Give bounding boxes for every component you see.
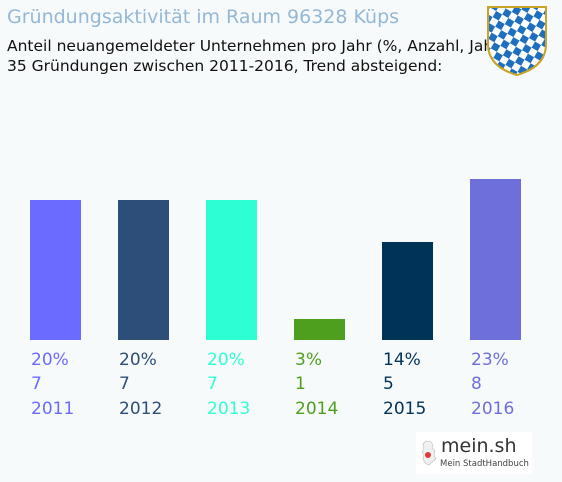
percent-label-2015: 14% [383,350,421,370]
chart-subtitle-line-2: 35 Gründungen zwischen 2011-2016, Trend … [7,57,443,75]
logo-tagline: Mein StadtHandbuch [440,459,529,469]
chart-subtitle-line-1: Anteil neuangemeldeter Unternehmen pro J… [7,37,506,55]
year-label-2013: 2013 [207,399,250,419]
bar-2013 [206,200,257,340]
year-label-2014: 2014 [295,399,338,419]
count-label-2012: 7 [119,374,130,394]
year-label-2016: 2016 [471,399,514,419]
count-label-2013: 7 [207,374,218,394]
mein-sh-logo[interactable]: mein.sh Mein StadtHandbuch [416,432,532,474]
count-label-2015: 5 [383,374,394,394]
bar-2011 [30,200,81,340]
bar-2015 [382,242,433,340]
count-label-2011: 7 [31,374,42,394]
year-label-2015: 2015 [383,399,426,419]
percent-label-2011: 20% [31,350,69,370]
page-title: Gründungsaktivität im Raum 96328 Küps [7,6,400,28]
logo-name: mein.sh [441,435,517,457]
germany-map-icon [421,440,437,466]
year-label-2011: 2011 [31,399,74,419]
bavaria-coat-of-arms-icon [487,6,547,76]
percent-label-2016: 23% [471,350,509,370]
percent-label-2013: 20% [207,350,245,370]
bar-2012 [118,200,169,340]
year-label-2012: 2012 [119,399,162,419]
percent-label-2014: 3% [295,350,322,370]
bar-2014 [294,319,345,340]
count-label-2014: 1 [295,374,306,394]
bar-chart: 20% 7 2011 20% 7 2012 20% 7 2013 3% 1 2014 14% 5 2015 2… [30,179,521,419]
count-label-2016: 8 [471,374,482,394]
percent-label-2012: 20% [119,350,157,370]
bar-2016 [470,179,521,340]
